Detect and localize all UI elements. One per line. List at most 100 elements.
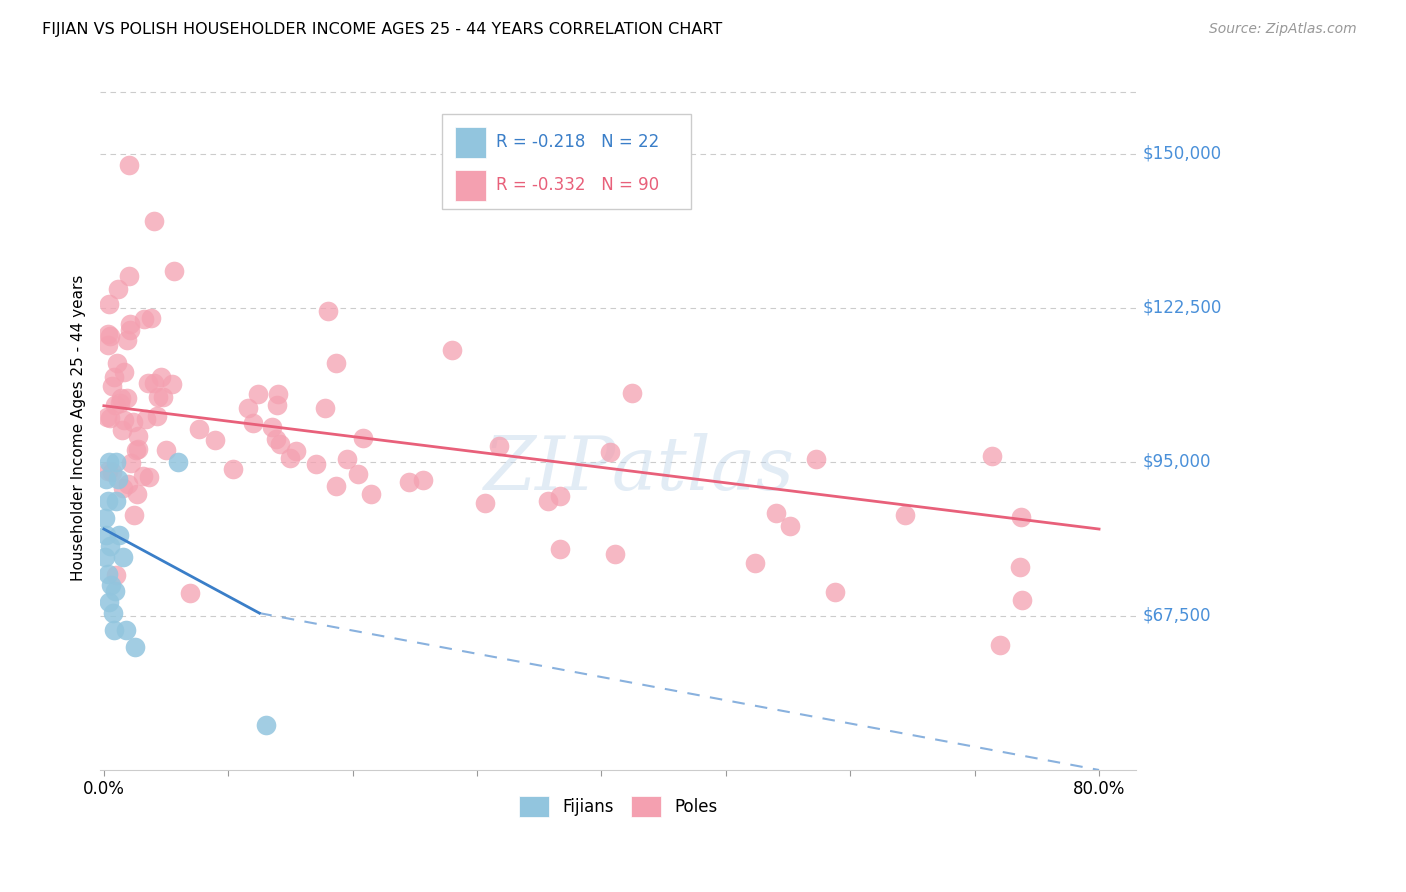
Point xyxy=(111,423,134,437)
Point xyxy=(155,443,177,458)
Point xyxy=(112,413,135,427)
Text: $67,500: $67,500 xyxy=(1143,607,1211,625)
Point xyxy=(1010,509,1032,524)
Point xyxy=(267,387,290,401)
Point xyxy=(110,396,132,410)
Point xyxy=(347,467,370,482)
Point xyxy=(97,464,120,478)
Point xyxy=(894,508,917,523)
Point xyxy=(204,434,226,448)
Point xyxy=(117,333,139,347)
Point xyxy=(101,606,124,620)
Point xyxy=(474,496,496,510)
Point xyxy=(488,439,510,453)
Point xyxy=(260,419,283,434)
Point xyxy=(143,376,166,390)
Point xyxy=(96,410,118,425)
Point xyxy=(134,311,156,326)
Point xyxy=(441,343,464,357)
Point xyxy=(765,506,787,520)
Point xyxy=(127,486,149,500)
Point xyxy=(548,489,571,503)
Point xyxy=(988,638,1011,652)
Point xyxy=(266,432,288,446)
Point xyxy=(242,417,264,431)
Point xyxy=(97,338,120,352)
Point xyxy=(142,214,165,228)
Point xyxy=(122,415,145,429)
Point xyxy=(141,310,163,325)
Point xyxy=(744,556,766,570)
Text: $95,000: $95,000 xyxy=(1143,453,1211,471)
Point xyxy=(105,494,128,508)
Point xyxy=(101,379,124,393)
Point xyxy=(112,365,135,379)
Point xyxy=(316,303,339,318)
Text: R = -0.332   N = 90: R = -0.332 N = 90 xyxy=(496,177,659,194)
Point xyxy=(266,398,288,412)
Point xyxy=(97,494,120,508)
Point xyxy=(96,527,118,541)
Point xyxy=(124,640,146,654)
Point xyxy=(122,508,145,522)
Point xyxy=(167,455,190,469)
Point xyxy=(118,158,141,172)
Point xyxy=(352,431,374,445)
Point xyxy=(118,317,141,331)
Point xyxy=(152,390,174,404)
Point xyxy=(603,547,626,561)
Point xyxy=(127,442,149,456)
Point xyxy=(981,449,1004,463)
Point xyxy=(118,268,141,283)
Point xyxy=(160,377,183,392)
Point xyxy=(305,458,328,472)
Point xyxy=(146,409,169,424)
Legend: Fijians, Poles: Fijians, Poles xyxy=(513,789,724,823)
Text: $122,500: $122,500 xyxy=(1143,299,1222,317)
Point xyxy=(104,398,127,412)
Text: Source: ZipAtlas.com: Source: ZipAtlas.com xyxy=(1209,22,1357,37)
Bar xyxy=(454,128,485,158)
Point xyxy=(325,356,347,370)
Point xyxy=(120,457,142,471)
Point xyxy=(94,511,117,525)
Point xyxy=(247,387,270,401)
Point xyxy=(398,475,420,490)
Text: FIJIAN VS POLISH HOUSEHOLDER INCOME AGES 25 - 44 YEARS CORRELATION CHART: FIJIAN VS POLISH HOUSEHOLDER INCOME AGES… xyxy=(42,22,723,37)
Point xyxy=(188,421,211,435)
Point xyxy=(1010,560,1032,574)
Point xyxy=(132,468,155,483)
Point xyxy=(97,595,120,609)
Point xyxy=(314,401,336,416)
Point xyxy=(146,390,169,404)
Point xyxy=(107,472,129,486)
Point xyxy=(117,477,139,491)
Point xyxy=(107,282,129,296)
Y-axis label: Householder Income Ages 25 - 44 years: Householder Income Ages 25 - 44 years xyxy=(72,275,86,582)
Point xyxy=(548,541,571,556)
Point xyxy=(103,369,125,384)
Point xyxy=(163,264,186,278)
Text: $150,000: $150,000 xyxy=(1143,145,1222,162)
Point xyxy=(127,429,149,443)
Point xyxy=(136,376,159,390)
Point xyxy=(779,519,801,533)
Point xyxy=(94,550,117,565)
Point xyxy=(269,437,291,451)
Point xyxy=(115,391,138,405)
Text: ZIPatlas: ZIPatlas xyxy=(484,433,794,506)
Point xyxy=(222,462,245,476)
FancyBboxPatch shape xyxy=(441,113,690,210)
Text: R = -0.218   N = 22: R = -0.218 N = 22 xyxy=(496,134,659,152)
Point xyxy=(103,623,125,637)
Point xyxy=(536,494,558,508)
Point xyxy=(278,451,301,466)
Point xyxy=(336,451,359,466)
Point xyxy=(360,487,382,501)
Point xyxy=(824,584,846,599)
Point xyxy=(104,583,127,598)
Point xyxy=(105,455,128,469)
Bar xyxy=(454,170,485,202)
Point xyxy=(125,442,148,457)
Point xyxy=(112,481,135,495)
